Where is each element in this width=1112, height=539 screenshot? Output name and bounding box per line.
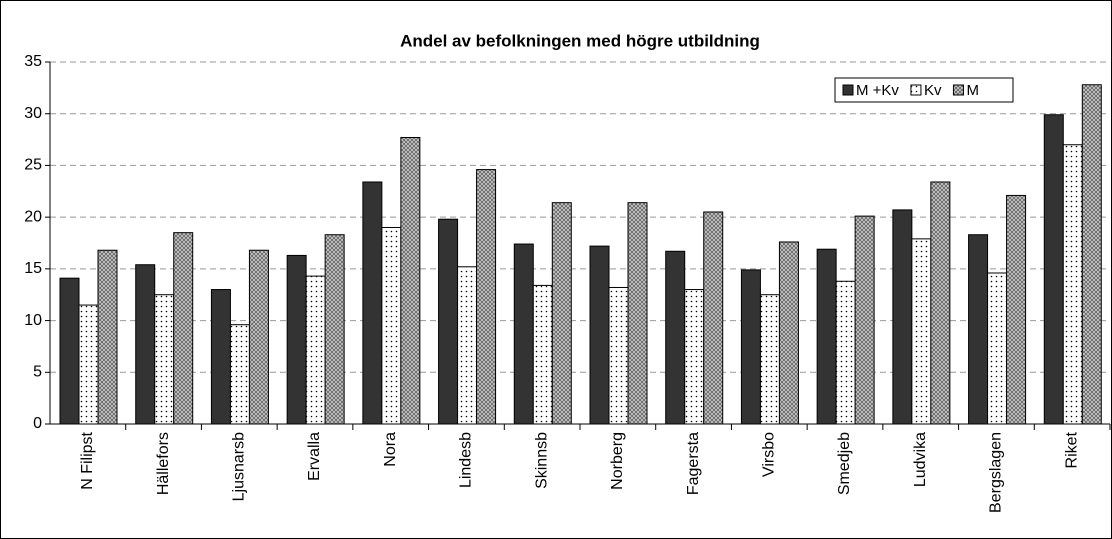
legend-label: M +Kv — [856, 82, 899, 99]
bar — [816, 248, 837, 425]
bar — [324, 234, 345, 425]
legend-label: Kv — [924, 82, 942, 99]
x-tick-label: N Filipst — [79, 431, 96, 489]
x-tick-label: Ervalla — [306, 432, 323, 481]
bar — [78, 304, 99, 425]
bar — [154, 294, 175, 425]
y-tick-label: 20 — [24, 208, 42, 225]
bar — [305, 275, 326, 425]
bar — [835, 280, 856, 425]
bar — [362, 181, 383, 425]
x-tick-label: Smedjeb — [836, 432, 853, 495]
bar — [589, 245, 610, 425]
y-tick-label: 5 — [33, 364, 42, 381]
bar — [968, 234, 989, 425]
bar — [210, 289, 231, 425]
bar — [608, 286, 629, 425]
bar — [457, 266, 478, 425]
legend-swatch — [910, 84, 922, 96]
bar — [703, 211, 724, 425]
bar — [438, 218, 459, 425]
x-tick-label: Bergslagen — [988, 432, 1005, 513]
chart-title: Andel av befolkningen med högre utbildni… — [400, 31, 760, 50]
bar — [665, 250, 686, 425]
x-tick-label: Virsbo — [761, 432, 778, 477]
y-tick-label: 15 — [24, 260, 42, 277]
x-tick-label: Skinnsb — [533, 432, 550, 489]
bar — [1062, 144, 1083, 425]
x-tick-label: Ludvika — [912, 432, 929, 487]
bar — [740, 269, 761, 425]
legend-box — [834, 77, 1014, 103]
y-tick-label: 25 — [24, 157, 42, 174]
bar — [684, 289, 705, 425]
bar — [476, 169, 497, 425]
bar — [286, 254, 307, 425]
bar — [173, 232, 194, 425]
x-tick-label: Riket — [1063, 431, 1080, 468]
legend: M +Kv Kv M — [834, 77, 1014, 103]
bar — [229, 324, 250, 425]
bar — [892, 209, 913, 425]
x-tick-label: Norberg — [609, 432, 626, 490]
bar — [854, 215, 875, 425]
y-tick-label: 10 — [24, 312, 42, 329]
x-tick-label: Lindesb — [458, 432, 475, 488]
y-tick-label: 30 — [24, 105, 42, 122]
bar — [248, 249, 269, 425]
bar — [135, 264, 156, 425]
bar — [778, 241, 799, 425]
y-tick-label: 35 — [24, 53, 42, 70]
bar — [627, 202, 648, 425]
x-tick-label: Hällefors — [155, 432, 172, 495]
bar — [930, 181, 951, 425]
bar — [987, 272, 1008, 425]
legend-label: M — [966, 82, 979, 99]
bar — [513, 243, 534, 425]
x-tick-label: Fagersta — [685, 432, 702, 495]
bar — [1043, 114, 1064, 425]
y-tick-label: 0 — [33, 415, 42, 432]
bar — [381, 226, 402, 425]
bar — [1081, 84, 1102, 425]
bar — [59, 277, 80, 425]
legend-swatch — [952, 84, 964, 96]
bar — [1006, 194, 1027, 425]
bar — [911, 238, 932, 425]
bar — [759, 294, 780, 425]
bar — [400, 137, 421, 425]
bar — [551, 202, 572, 425]
x-tick-label: Ljusnarsb — [231, 432, 248, 501]
x-tick-label: Nora — [382, 432, 399, 467]
bar — [97, 249, 118, 425]
bar — [532, 284, 553, 425]
legend-swatch — [842, 84, 854, 96]
